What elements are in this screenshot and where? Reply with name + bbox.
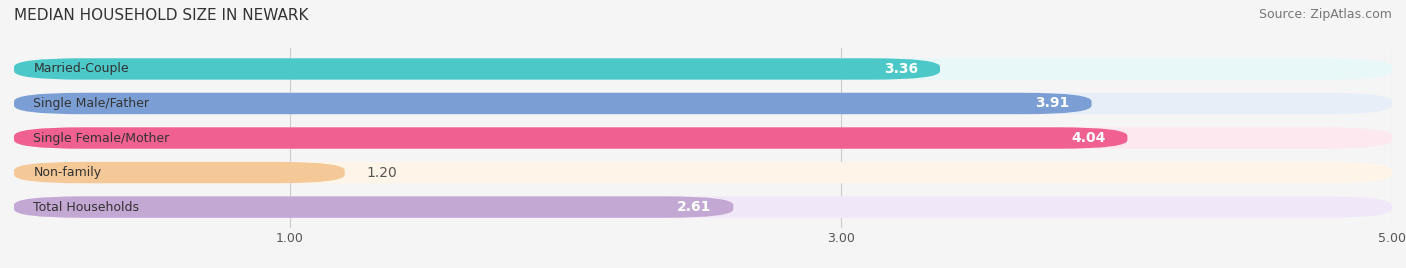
Text: Non-family: Non-family — [34, 166, 101, 179]
FancyBboxPatch shape — [14, 196, 734, 218]
Text: Single Male/Father: Single Male/Father — [34, 97, 149, 110]
Text: 4.04: 4.04 — [1071, 131, 1105, 145]
FancyBboxPatch shape — [14, 127, 1128, 149]
FancyBboxPatch shape — [14, 196, 1392, 218]
Text: Single Female/Mother: Single Female/Mother — [34, 132, 170, 144]
Text: Source: ZipAtlas.com: Source: ZipAtlas.com — [1258, 8, 1392, 21]
FancyBboxPatch shape — [14, 93, 1091, 114]
FancyBboxPatch shape — [14, 162, 1392, 183]
FancyBboxPatch shape — [14, 162, 344, 183]
Text: Total Households: Total Households — [34, 200, 139, 214]
FancyBboxPatch shape — [14, 58, 941, 80]
Text: 3.36: 3.36 — [884, 62, 918, 76]
Text: MEDIAN HOUSEHOLD SIZE IN NEWARK: MEDIAN HOUSEHOLD SIZE IN NEWARK — [14, 8, 308, 23]
Text: 3.91: 3.91 — [1035, 96, 1070, 110]
FancyBboxPatch shape — [14, 127, 1392, 149]
Text: 1.20: 1.20 — [367, 166, 398, 180]
FancyBboxPatch shape — [14, 93, 1392, 114]
Text: Married-Couple: Married-Couple — [34, 62, 129, 76]
Text: 2.61: 2.61 — [676, 200, 711, 214]
FancyBboxPatch shape — [14, 58, 1392, 80]
